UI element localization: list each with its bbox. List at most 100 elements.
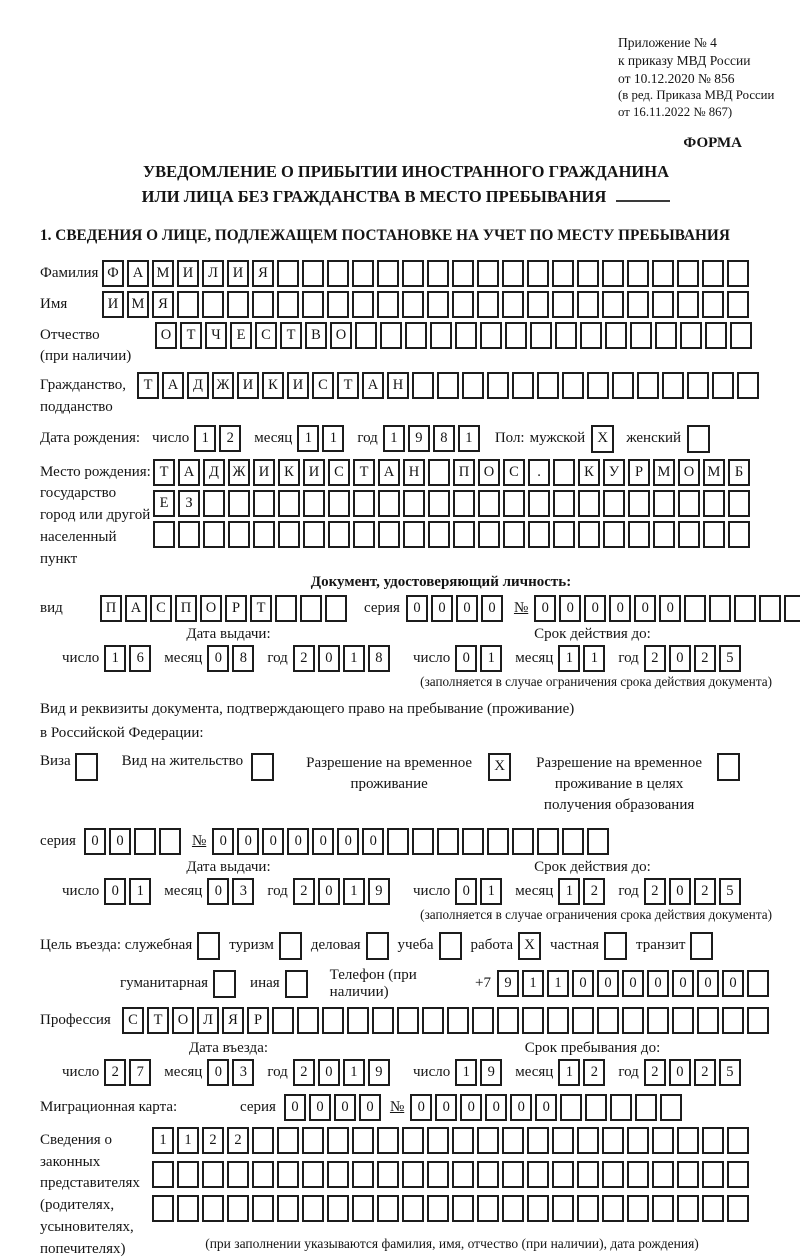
char-cell[interactable] <box>152 1160 174 1188</box>
char-cell[interactable]: 0 <box>480 595 503 623</box>
char-cell[interactable]: 0 <box>435 1093 458 1121</box>
char-cell[interactable] <box>378 520 400 548</box>
char-cell[interactable] <box>297 1006 319 1034</box>
char-cell[interactable]: 9 <box>497 970 519 998</box>
char-cell[interactable]: 0 <box>572 970 594 998</box>
char-cell[interactable] <box>378 489 400 517</box>
char-cell[interactable]: Д <box>187 372 209 400</box>
char-cell[interactable] <box>203 489 225 517</box>
char-cell[interactable] <box>577 290 599 318</box>
char-cell[interactable] <box>303 520 325 548</box>
char-cell[interactable] <box>577 259 599 287</box>
char-cell[interactable] <box>478 520 500 548</box>
char-cell[interactable]: А <box>378 458 400 486</box>
char-cell[interactable] <box>377 290 399 318</box>
char-cell[interactable]: 2 <box>227 1126 249 1154</box>
char-cell[interactable] <box>637 372 659 400</box>
char-cell[interactable] <box>177 1160 199 1188</box>
char-cell[interactable] <box>652 1194 674 1222</box>
char-cell[interactable]: Ж <box>228 458 250 486</box>
char-cell[interactable] <box>503 489 525 517</box>
char-cell[interactable]: 2 <box>583 1058 606 1086</box>
char-cell[interactable]: И <box>102 290 124 318</box>
char-cell[interactable] <box>372 1006 394 1034</box>
purpose-humanitarian-checkbox[interactable] <box>213 969 237 998</box>
char-cell[interactable] <box>153 520 175 548</box>
char-cell[interactable] <box>302 259 324 287</box>
char-cell[interactable] <box>327 259 349 287</box>
char-cell[interactable] <box>653 520 675 548</box>
char-cell[interactable]: Т <box>180 321 202 349</box>
char-cell[interactable]: И <box>177 259 199 287</box>
char-cell[interactable]: 1 <box>297 425 320 453</box>
char-cell[interactable] <box>578 489 600 517</box>
char-cell[interactable] <box>277 1126 299 1154</box>
char-cell[interactable] <box>759 595 782 623</box>
char-cell[interactable]: 0 <box>697 970 719 998</box>
char-cell[interactable] <box>552 259 574 287</box>
char-cell[interactable]: 2 <box>693 1058 716 1086</box>
char-cell[interactable]: 2 <box>292 877 315 905</box>
char-cell[interactable] <box>402 1194 424 1222</box>
char-cell[interactable]: С <box>328 458 350 486</box>
char-cell[interactable] <box>455 321 477 349</box>
char-cell[interactable] <box>512 827 535 855</box>
char-cell[interactable]: 0 <box>597 970 619 998</box>
char-cell[interactable] <box>278 520 300 548</box>
char-cell[interactable]: А <box>362 372 384 400</box>
char-cell[interactable]: 0 <box>668 645 691 673</box>
char-cell[interactable]: Я <box>222 1006 244 1034</box>
char-cell[interactable] <box>537 372 559 400</box>
char-cell[interactable]: 0 <box>362 827 385 855</box>
char-cell[interactable]: 1 <box>342 1058 365 1086</box>
char-cell[interactable] <box>487 827 510 855</box>
char-cell[interactable] <box>377 1160 399 1188</box>
char-cell[interactable]: 1 <box>129 877 152 905</box>
char-cell[interactable] <box>302 1194 324 1222</box>
char-cell[interactable] <box>437 372 459 400</box>
char-cell[interactable] <box>702 1194 724 1222</box>
char-cell[interactable]: К <box>278 458 300 486</box>
char-cell[interactable]: К <box>578 458 600 486</box>
char-cell[interactable] <box>347 1006 369 1034</box>
char-cell[interactable]: М <box>653 458 675 486</box>
char-cell[interactable] <box>703 489 725 517</box>
sex-female-checkbox[interactable] <box>687 424 711 453</box>
char-cell[interactable] <box>472 1006 494 1034</box>
char-cell[interactable] <box>677 1160 699 1188</box>
char-cell[interactable]: 0 <box>358 1093 381 1121</box>
char-cell[interactable]: С <box>255 321 277 349</box>
char-cell[interactable] <box>158 827 181 855</box>
char-cell[interactable]: 0 <box>668 877 691 905</box>
char-cell[interactable] <box>647 1006 669 1034</box>
char-cell[interactable] <box>747 1006 769 1034</box>
char-cell[interactable] <box>325 595 347 623</box>
char-cell[interactable]: 0 <box>262 827 285 855</box>
char-cell[interactable]: В <box>305 321 327 349</box>
char-cell[interactable] <box>677 290 699 318</box>
char-cell[interactable] <box>427 1160 449 1188</box>
temp-permit-checkbox[interactable]: X <box>488 752 512 781</box>
char-cell[interactable]: О <box>172 1006 194 1034</box>
char-cell[interactable]: 1 <box>104 645 127 673</box>
char-cell[interactable]: 0 <box>430 595 453 623</box>
char-cell[interactable] <box>527 1160 549 1188</box>
char-cell[interactable] <box>602 1160 624 1188</box>
char-cell[interactable] <box>678 520 700 548</box>
char-cell[interactable] <box>580 321 602 349</box>
char-cell[interactable] <box>322 1006 344 1034</box>
char-cell[interactable]: 0 <box>108 827 131 855</box>
char-cell[interactable] <box>133 827 156 855</box>
char-cell[interactable] <box>562 372 584 400</box>
char-cell[interactable] <box>452 290 474 318</box>
char-cell[interactable] <box>652 1126 674 1154</box>
char-cell[interactable] <box>380 321 402 349</box>
char-cell[interactable] <box>628 520 650 548</box>
char-cell[interactable] <box>727 1126 749 1154</box>
char-cell[interactable] <box>655 321 677 349</box>
char-cell[interactable] <box>502 1194 524 1222</box>
char-cell[interactable]: 5 <box>718 1058 741 1086</box>
char-cell[interactable] <box>453 520 475 548</box>
char-cell[interactable]: 1 <box>342 877 365 905</box>
char-cell[interactable] <box>522 1006 544 1034</box>
